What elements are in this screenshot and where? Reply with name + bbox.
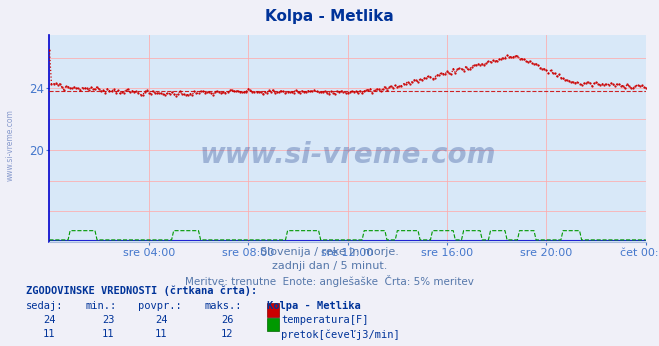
Text: www.si-vreme.com: www.si-vreme.com — [200, 141, 496, 169]
Text: zadnji dan / 5 minut.: zadnji dan / 5 minut. — [272, 261, 387, 271]
Text: www.si-vreme.com: www.si-vreme.com — [5, 109, 14, 181]
Text: Meritve: trenutne  Enote: anglešaške  Črta: 5% meritev: Meritve: trenutne Enote: anglešaške Črta… — [185, 275, 474, 287]
Text: 11: 11 — [102, 329, 115, 339]
Text: 12: 12 — [221, 329, 233, 339]
Text: 26: 26 — [221, 315, 233, 325]
Text: pretok[čeveľj3/min]: pretok[čeveľj3/min] — [281, 329, 400, 340]
Text: temperatura[F]: temperatura[F] — [281, 315, 369, 325]
Text: min.:: min.: — [86, 301, 117, 311]
Text: Kolpa - Metlika: Kolpa - Metlika — [267, 301, 360, 311]
Text: 24: 24 — [43, 315, 55, 325]
Text: Kolpa - Metlika: Kolpa - Metlika — [265, 9, 394, 24]
Text: maks.:: maks.: — [204, 301, 242, 311]
Text: 11: 11 — [43, 329, 55, 339]
Text: ZGODOVINSKE VREDNOSTI (črtkana črta):: ZGODOVINSKE VREDNOSTI (črtkana črta): — [26, 285, 258, 296]
Text: povpr.:: povpr.: — [138, 301, 182, 311]
Text: 11: 11 — [155, 329, 167, 339]
Text: Slovenija / reke in morje.: Slovenija / reke in morje. — [260, 247, 399, 257]
Text: sedaj:: sedaj: — [26, 301, 64, 311]
Text: 23: 23 — [102, 315, 115, 325]
Text: 24: 24 — [155, 315, 167, 325]
